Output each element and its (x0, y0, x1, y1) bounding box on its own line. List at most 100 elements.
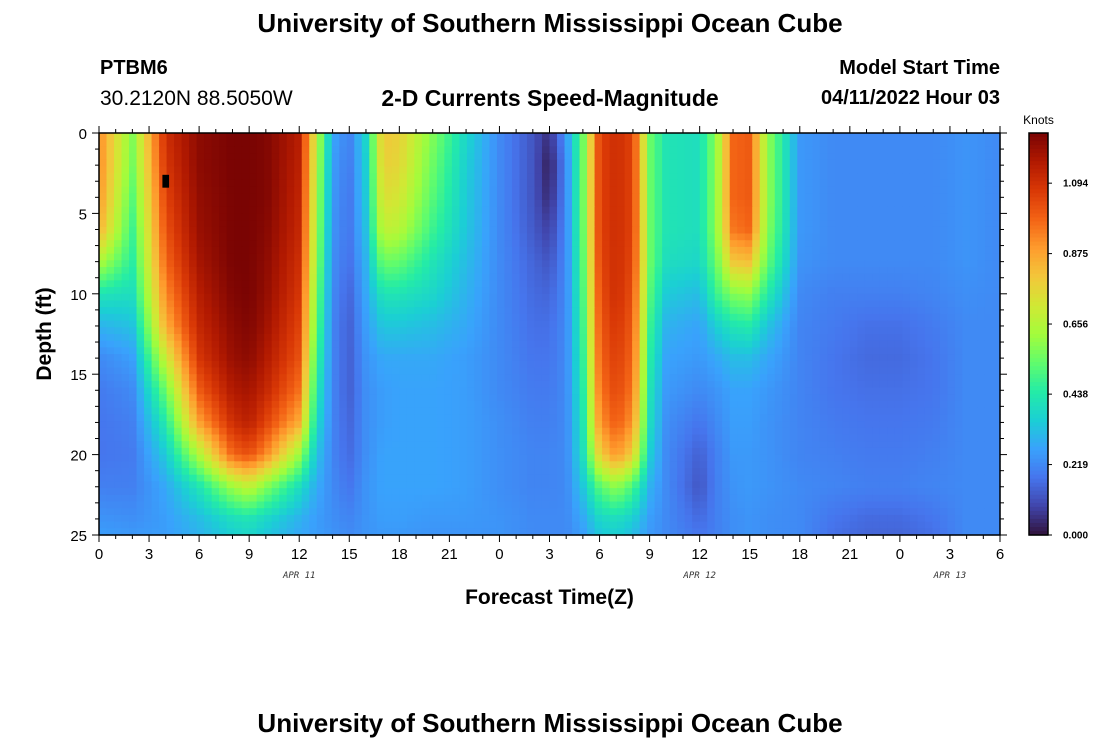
heatmap-cell (639, 334, 648, 342)
heatmap-cell (369, 387, 378, 395)
heatmap-cell (181, 407, 190, 415)
heatmap-cell (271, 267, 280, 275)
heatmap-cell (339, 374, 348, 382)
heatmap-cell (376, 394, 385, 402)
heatmap-cell (339, 300, 348, 308)
heatmap-cell (707, 253, 716, 261)
heatmap-cell (144, 166, 153, 174)
heatmap-cell (174, 240, 183, 248)
heatmap-cell (707, 334, 716, 342)
heatmap-cell (684, 380, 693, 389)
heatmap-cell (189, 280, 198, 288)
heatmap-cell (744, 367, 753, 375)
heatmap-cell (662, 173, 671, 181)
heatmap-cell (879, 206, 888, 214)
heatmap-cell (924, 246, 934, 255)
heatmap-cell (699, 394, 708, 402)
heatmap-cell (256, 313, 265, 322)
heatmap-cell (234, 233, 243, 241)
heatmap-cell (534, 340, 543, 348)
heatmap-cell (316, 220, 325, 228)
heatmap-cell (954, 313, 964, 322)
heatmap-cell (834, 347, 843, 355)
heatmap-cell (864, 401, 873, 409)
heatmap-cell (617, 374, 626, 382)
heatmap-cell (99, 374, 108, 382)
heatmap-cell (572, 354, 581, 362)
heatmap-cell (752, 380, 761, 389)
heatmap-cell (669, 320, 678, 328)
heatmap-cell (309, 307, 318, 315)
heatmap-cell (707, 159, 716, 168)
heatmap-cell (729, 313, 738, 322)
heatmap-cell (106, 367, 115, 375)
heatmap-cell (376, 166, 385, 174)
heatmap-cell (677, 186, 686, 194)
heatmap-cell (864, 260, 873, 268)
heatmap-cell (624, 193, 633, 201)
heatmap-cell (129, 166, 138, 174)
heatmap-cell (106, 233, 115, 241)
heatmap-cell (842, 139, 851, 147)
heatmap-cell (144, 401, 153, 409)
heatmap-cell (759, 139, 768, 147)
heatmap-cell (331, 354, 340, 362)
heatmap-cell (286, 334, 295, 342)
heatmap-cell (466, 374, 476, 382)
heatmap-cell (737, 313, 746, 322)
heatmap-cell (136, 200, 145, 208)
heatmap-cell (241, 200, 250, 208)
heatmap-cell (324, 153, 333, 161)
heatmap-cell (279, 200, 288, 208)
heatmap-cell (526, 380, 536, 389)
heatmap-cell (144, 146, 153, 154)
heatmap-cell (984, 387, 994, 395)
heatmap-cell (969, 186, 979, 194)
heatmap-cell (256, 186, 265, 194)
heatmap-cell (774, 360, 783, 369)
heatmap-cell (962, 380, 971, 389)
heatmap-cell (789, 340, 798, 348)
heatmap-cell (992, 401, 1001, 409)
heatmap-cell (166, 240, 175, 248)
heatmap-cell (301, 387, 310, 395)
heatmap-cell (692, 280, 701, 288)
heatmap-cell (384, 233, 393, 241)
heatmap-cell (632, 166, 641, 174)
heatmap-cell (309, 267, 318, 275)
heatmap-cell (984, 226, 994, 235)
heatmap-cell (707, 206, 716, 214)
heatmap-cell (324, 186, 333, 194)
heatmap-cell (579, 153, 588, 161)
heatmap-cell (572, 179, 581, 188)
heatmap-cell (174, 340, 183, 348)
heatmap-cell (526, 334, 536, 342)
heatmap-cell (286, 340, 295, 348)
heatmap-cell (887, 173, 896, 181)
heatmap-cell (819, 347, 828, 355)
heatmap-cell (324, 200, 333, 208)
heatmap-cell (414, 153, 423, 161)
heatmap-cell (969, 374, 979, 382)
heatmap-cell (849, 394, 858, 402)
heatmap-cell (797, 360, 806, 369)
heatmap-cell (414, 206, 423, 214)
heatmap-cell (902, 246, 911, 255)
heatmap-cell (849, 267, 858, 275)
heatmap-cell (789, 253, 798, 261)
heatmap-cell (106, 380, 115, 389)
heatmap-cell (909, 307, 919, 315)
heatmap-cell (849, 320, 858, 328)
heatmap-cell (451, 179, 460, 188)
heatmap-cell (707, 354, 716, 362)
heatmap-cell (391, 179, 400, 188)
heatmap-cell (782, 380, 791, 389)
heatmap-cell (136, 387, 145, 395)
heatmap-cell (549, 260, 558, 268)
heatmap-cell (609, 334, 618, 342)
heatmap-cell (399, 179, 408, 188)
heatmap-cell (549, 133, 558, 141)
heatmap-cell (684, 280, 693, 288)
heatmap-cell (489, 347, 498, 355)
heatmap-cell (136, 334, 145, 342)
